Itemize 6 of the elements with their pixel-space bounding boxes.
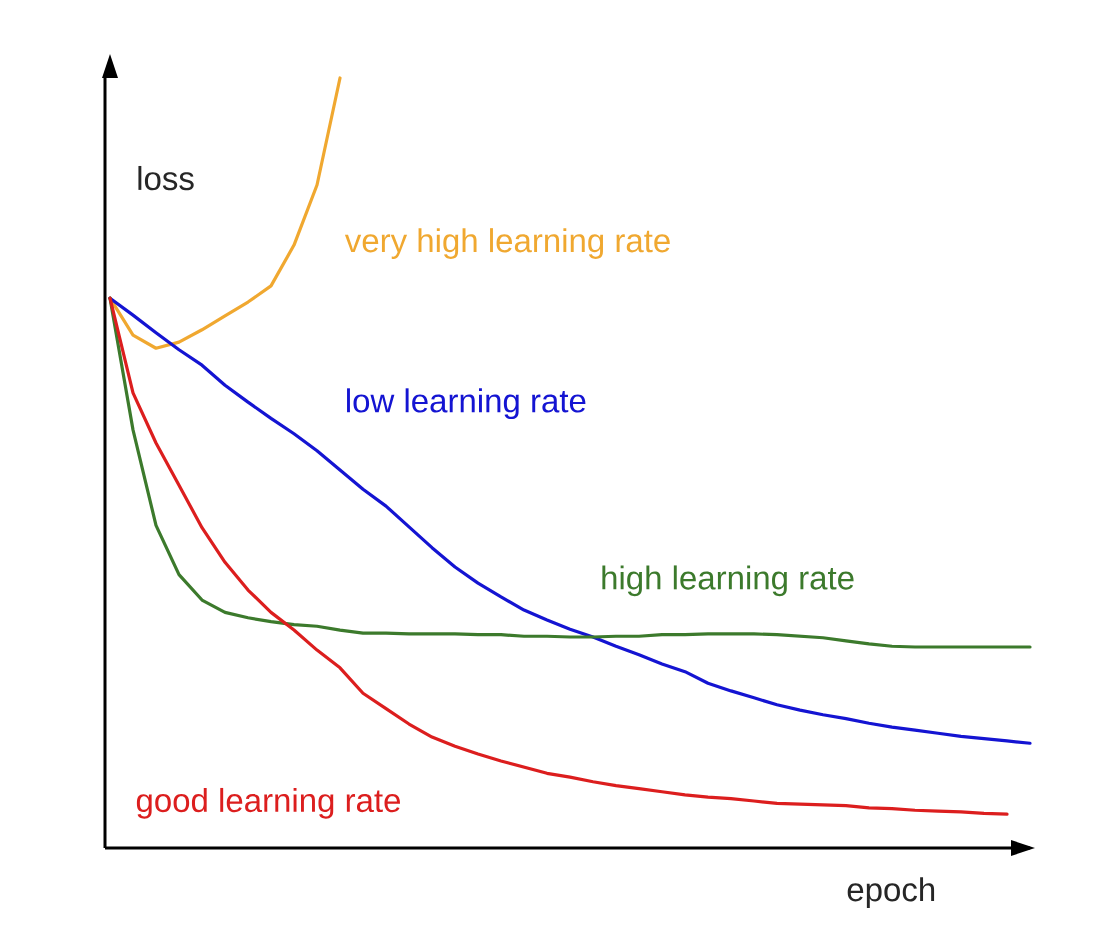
x-axis-title: epoch <box>847 877 935 908</box>
series-label: very high learning rate <box>344 228 670 259</box>
y-axis-title: loss <box>138 165 194 191</box>
series-label: good learning rate <box>136 787 400 819</box>
series-label: high learning rate <box>602 565 854 597</box>
series-label: low learning rate <box>347 388 586 420</box>
